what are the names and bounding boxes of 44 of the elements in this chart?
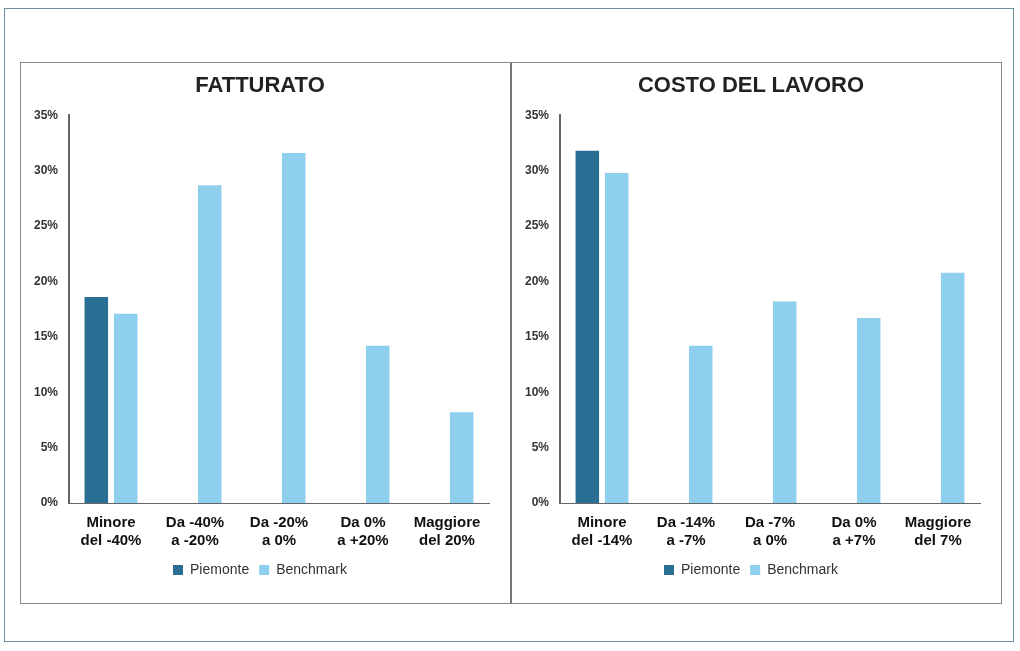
bar — [688, 345, 713, 503]
y-tick-label: 15% — [33, 329, 59, 344]
y-tick-label: 20% — [33, 273, 59, 288]
x-tick-label: Maggiore del 20% — [413, 513, 481, 549]
y-tick-label: 0% — [531, 495, 550, 510]
legend-label: Piemonte — [190, 560, 250, 577]
y-tick-label: 25% — [33, 218, 59, 233]
bar — [281, 153, 306, 503]
x-tick-label: Minore del -40% — [80, 513, 142, 549]
x-tick-label: Da -20% a 0% — [249, 513, 309, 549]
y-tick-label: 5% — [531, 439, 550, 454]
bar — [604, 172, 629, 503]
x-tick-label: Da -14% a -7% — [656, 513, 716, 549]
bar — [365, 345, 390, 503]
bar — [940, 272, 965, 503]
chart-title: FATTURATO — [195, 72, 325, 98]
x-tick-label: Da -7% a 0% — [744, 513, 796, 549]
y-tick-label: 0% — [40, 495, 59, 510]
y-tick-label: 30% — [524, 163, 550, 178]
bar — [113, 313, 138, 503]
bar — [197, 185, 222, 503]
bar — [84, 297, 109, 503]
y-tick-label: 35% — [33, 107, 59, 122]
bar — [575, 150, 600, 503]
x-tick-label: Maggiore del 7% — [904, 513, 972, 549]
legend-label: Benchmark — [276, 560, 348, 577]
y-tick-label: 10% — [33, 384, 59, 399]
y-tick-label: 30% — [33, 163, 59, 178]
x-tick-label: Da 0% a +7% — [831, 513, 877, 549]
y-tick-label: 15% — [524, 329, 550, 344]
y-tick-label: 10% — [524, 384, 550, 399]
chart-title: COSTO DEL LAVORO — [637, 72, 865, 98]
y-tick-label: 20% — [524, 273, 550, 288]
bar — [856, 318, 881, 503]
legend-label: Piemonte — [681, 560, 741, 577]
legend-label: Benchmark — [767, 560, 839, 577]
bar — [449, 412, 474, 503]
x-tick-label: Da -40% a -20% — [165, 513, 225, 549]
y-tick-label: 25% — [524, 218, 550, 233]
x-tick-label: Minore del -14% — [571, 513, 633, 549]
bar — [772, 301, 797, 503]
y-tick-label: 35% — [524, 107, 550, 122]
y-tick-label: 5% — [40, 439, 59, 454]
x-tick-label: Da 0% a +20% — [337, 513, 389, 549]
